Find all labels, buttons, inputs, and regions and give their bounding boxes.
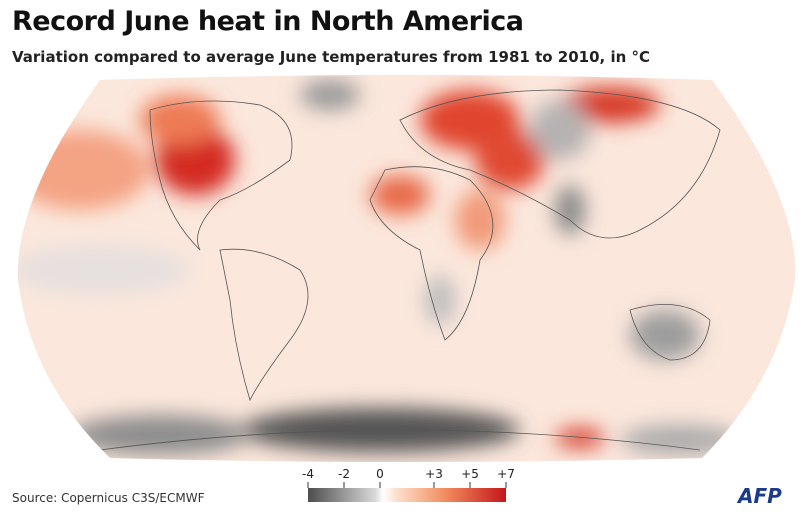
logo: AFP <box>738 484 782 508</box>
tick-label: +5 <box>461 467 479 481</box>
legend: -4 -2 0 +3 +5 +7 <box>302 467 515 502</box>
tick-label: -2 <box>338 467 350 481</box>
tick-label: -4 <box>302 467 314 481</box>
title: Record June heat in North America <box>12 6 524 37</box>
tick-label: 0 <box>376 467 384 481</box>
color-scale <box>308 488 506 502</box>
source: Source: Copernicus C3S/ECMWF <box>12 491 205 505</box>
subtitle: Variation compared to average June tempe… <box>12 48 651 66</box>
tick-label: +3 <box>425 467 443 481</box>
tick-label: +7 <box>497 467 515 481</box>
world-map <box>17 75 796 462</box>
